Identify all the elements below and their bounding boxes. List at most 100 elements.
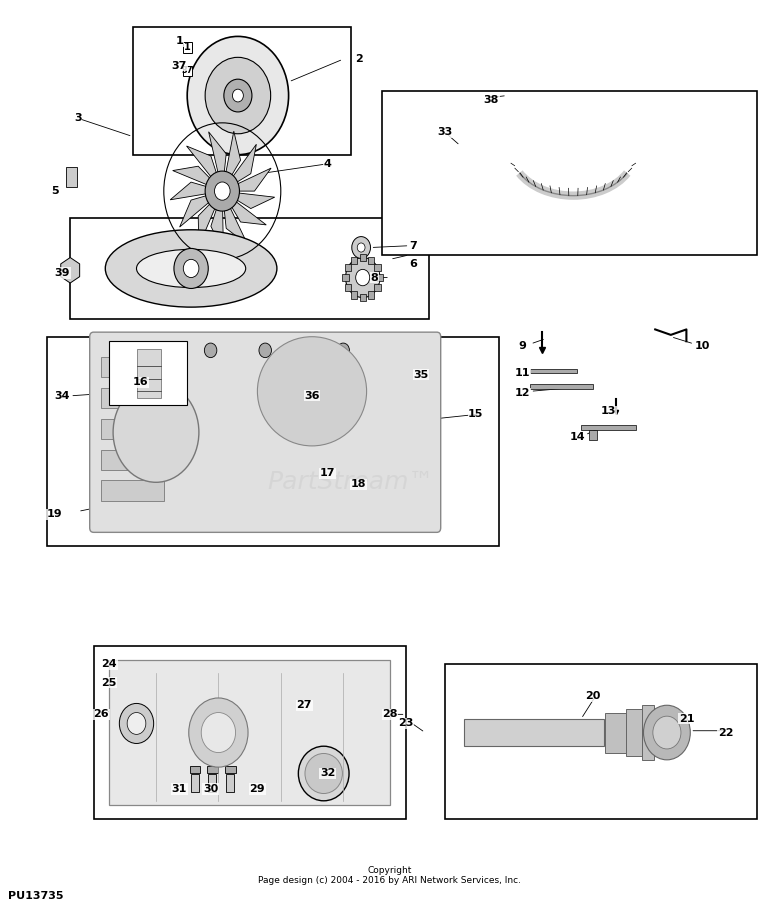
Circle shape	[346, 258, 380, 298]
Bar	[101, 388, 164, 408]
Polygon shape	[222, 131, 240, 191]
Text: 6: 6	[410, 259, 417, 268]
Text: 13: 13	[601, 407, 616, 416]
Text: PartStream™: PartStream™	[268, 470, 434, 494]
Text: 33: 33	[437, 127, 452, 136]
Bar	[351, 257, 357, 264]
Circle shape	[337, 343, 349, 358]
Text: 3: 3	[74, 114, 82, 123]
Text: 28: 28	[382, 710, 398, 719]
Text: 32: 32	[320, 769, 335, 778]
Text: 31: 31	[172, 784, 187, 794]
Polygon shape	[222, 191, 275, 208]
FancyBboxPatch shape	[94, 646, 406, 819]
Bar	[109, 660, 390, 805]
Circle shape	[224, 79, 252, 112]
Text: 30: 30	[203, 784, 218, 794]
Ellipse shape	[257, 337, 367, 446]
Bar	[464, 719, 604, 746]
Bar	[374, 284, 381, 291]
Text: 1: 1	[184, 43, 190, 52]
Circle shape	[204, 343, 217, 358]
FancyBboxPatch shape	[90, 332, 441, 532]
Bar	[66, 167, 77, 187]
Text: 16: 16	[133, 378, 148, 387]
Polygon shape	[170, 182, 222, 200]
Text: 38: 38	[484, 96, 499, 105]
Bar	[604, 713, 626, 753]
FancyBboxPatch shape	[382, 91, 757, 255]
Polygon shape	[198, 191, 222, 246]
Circle shape	[653, 716, 681, 749]
Text: 22: 22	[718, 728, 733, 737]
Bar	[351, 291, 357, 298]
Polygon shape	[211, 191, 223, 252]
FancyBboxPatch shape	[445, 664, 757, 819]
Circle shape	[352, 237, 370, 258]
Polygon shape	[208, 132, 226, 191]
Bar	[226, 774, 234, 792]
Bar	[101, 450, 164, 470]
Text: 26: 26	[94, 710, 109, 719]
Text: 19: 19	[47, 510, 62, 519]
Circle shape	[201, 713, 236, 753]
Text: 4: 4	[324, 159, 332, 168]
Bar	[377, 274, 383, 281]
Bar	[368, 257, 374, 264]
Polygon shape	[186, 146, 222, 191]
Bar	[360, 254, 366, 261]
Bar	[208, 774, 216, 792]
Text: 1: 1	[176, 36, 183, 46]
Polygon shape	[222, 191, 248, 245]
FancyBboxPatch shape	[70, 218, 429, 318]
Bar	[207, 766, 218, 773]
Bar	[642, 705, 654, 760]
Circle shape	[357, 243, 365, 252]
Text: 12: 12	[515, 389, 530, 398]
Text: 29: 29	[250, 784, 265, 794]
FancyBboxPatch shape	[133, 27, 351, 155]
Text: 20: 20	[585, 692, 601, 701]
Polygon shape	[179, 191, 222, 228]
Polygon shape	[530, 369, 577, 373]
Polygon shape	[172, 167, 222, 191]
Text: 35: 35	[413, 370, 429, 379]
Bar	[101, 357, 164, 377]
Text: 34: 34	[55, 391, 70, 400]
Text: 36: 36	[304, 391, 320, 400]
Circle shape	[215, 182, 230, 200]
Bar	[191, 774, 199, 792]
Text: 23: 23	[398, 719, 413, 728]
Bar	[190, 766, 200, 773]
Polygon shape	[589, 430, 597, 440]
Circle shape	[127, 713, 146, 734]
Ellipse shape	[305, 753, 342, 794]
Ellipse shape	[136, 249, 246, 288]
Text: 14: 14	[569, 432, 585, 441]
Bar	[183, 66, 192, 76]
Bar	[183, 42, 192, 53]
Text: PU13735: PU13735	[8, 891, 63, 901]
Bar	[374, 264, 381, 271]
Circle shape	[189, 698, 248, 767]
Polygon shape	[222, 168, 271, 191]
Bar	[101, 480, 164, 501]
FancyBboxPatch shape	[47, 337, 499, 546]
Bar	[626, 709, 642, 756]
Ellipse shape	[105, 230, 277, 308]
Bar	[136, 349, 161, 398]
Circle shape	[119, 703, 154, 743]
Polygon shape	[581, 425, 636, 430]
Text: 7: 7	[410, 241, 417, 250]
Text: 5: 5	[51, 187, 58, 196]
Bar	[360, 294, 366, 301]
Text: 37: 37	[172, 61, 187, 70]
Bar	[345, 264, 351, 271]
Circle shape	[232, 89, 243, 102]
Circle shape	[644, 705, 690, 760]
Text: 24: 24	[101, 660, 117, 669]
Text: 10: 10	[694, 341, 710, 350]
Circle shape	[183, 259, 199, 278]
Bar	[342, 274, 349, 281]
Polygon shape	[530, 384, 593, 389]
